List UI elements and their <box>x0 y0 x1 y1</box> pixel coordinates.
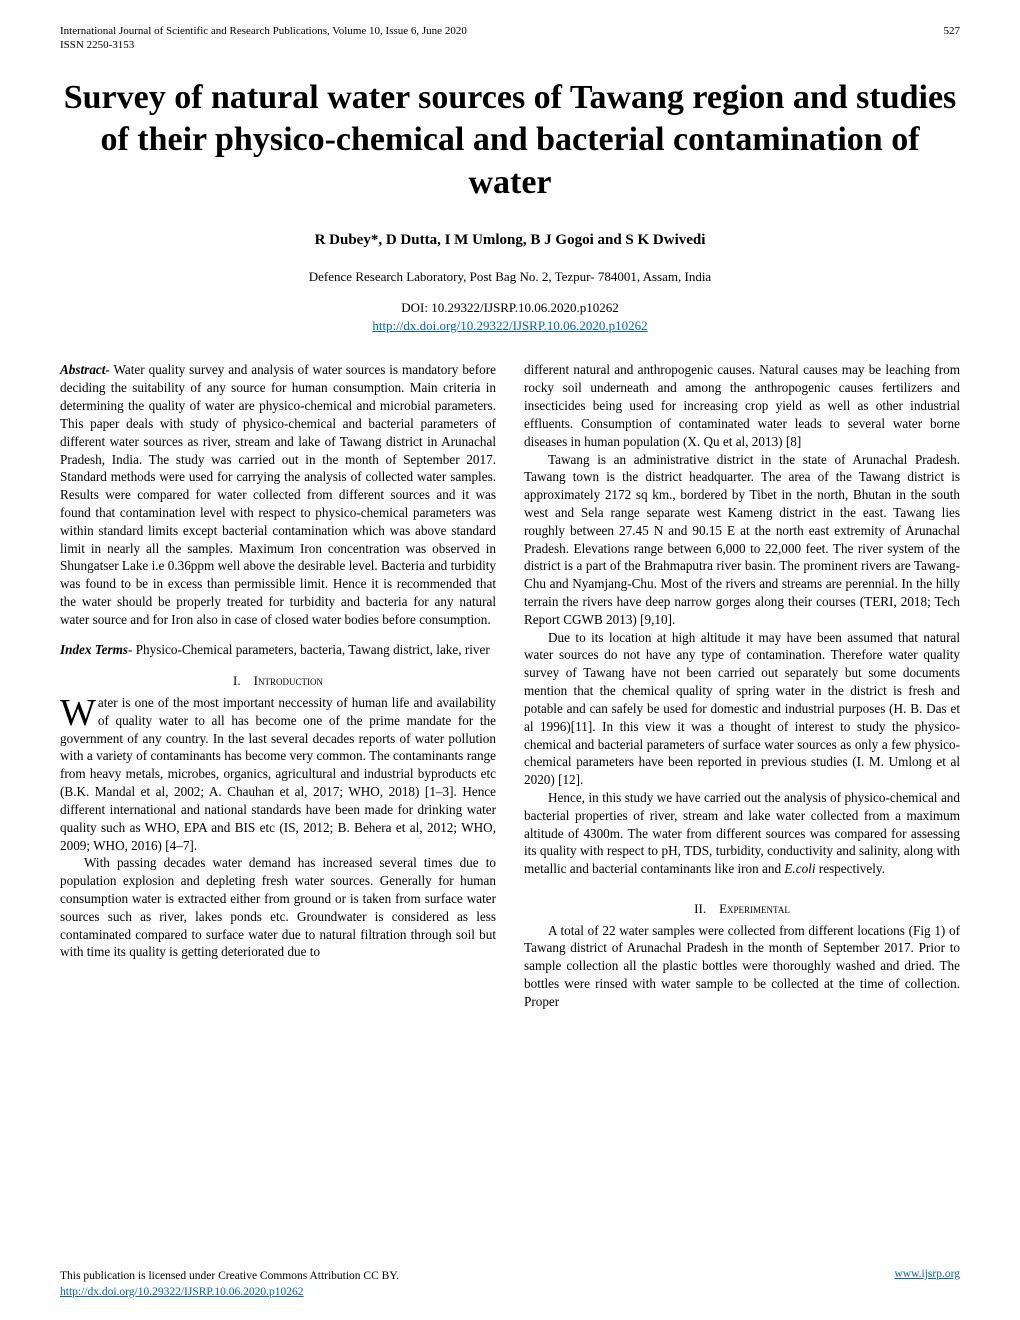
abstract-paragraph: Abstract- Water quality survey and analy… <box>60 361 496 628</box>
right-p4: Hence, in this study we have carried out… <box>524 789 960 878</box>
footer-site-link[interactable]: www.ijsrp.org <box>895 1268 961 1280</box>
index-terms-text: - Physico-Chemical parameters, bacteria,… <box>128 642 490 657</box>
title-block: Survey of natural water sources of Tawan… <box>60 77 960 205</box>
index-terms-paragraph: Index Terms- Physico-Chemical parameters… <box>60 641 496 659</box>
page-number: 527 <box>944 24 961 53</box>
abstract-label: Abstract- <box>60 362 110 377</box>
header-left: International Journal of Scientific and … <box>60 24 467 53</box>
left-column: Abstract- Water quality survey and analy… <box>60 361 496 1010</box>
right-p4-a: Hence, in this study we have carried out… <box>524 790 960 876</box>
page-footer: This publication is licensed under Creat… <box>60 1268 960 1300</box>
section-2-number: II. <box>694 901 706 916</box>
doi-block: DOI: 10.29322/IJSRP.10.06.2020.p10262 ht… <box>60 299 960 335</box>
dropcap-w: W <box>60 694 98 729</box>
abstract-text: Water quality survey and analysis of wat… <box>60 362 496 626</box>
authors-line: R Dubey*, D Dutta, I M Umlong, B J Gogoi… <box>60 232 960 249</box>
affiliation-line: Defence Research Laboratory, Post Bag No… <box>60 269 960 285</box>
right-p4-italic: E.coli <box>784 861 815 876</box>
introduction-p1: Water is one of the most important necce… <box>60 694 496 854</box>
section-1-number: I. <box>233 673 241 688</box>
article-title: Survey of natural water sources of Tawan… <box>60 77 960 205</box>
section-1-title: Introduction <box>254 673 323 688</box>
section-2-title: Experimental <box>719 901 790 916</box>
introduction-p1-text: ater is one of the most important necces… <box>60 695 496 853</box>
introduction-p2: With passing decades water demand has in… <box>60 854 496 961</box>
doi-link[interactable]: http://dx.doi.org/10.29322/IJSRP.10.06.2… <box>372 318 647 333</box>
footer-right: www.ijsrp.org <box>895 1268 961 1300</box>
right-p4-b: respectively. <box>816 861 885 876</box>
right-p2: Tawang is an administrative district in … <box>524 451 960 629</box>
section-2-heading: II. Experimental <box>524 900 960 918</box>
two-column-body: Abstract- Water quality survey and analy… <box>60 361 960 1010</box>
footer-doi-link[interactable]: http://dx.doi.org/10.29322/IJSRP.10.06.2… <box>60 1286 304 1298</box>
license-text: This publication is licensed under Creat… <box>60 1268 399 1284</box>
right-column: different natural and anthropogenic caus… <box>524 361 960 1010</box>
running-header: International Journal of Scientific and … <box>60 24 960 53</box>
right-p3: Due to its location at high altitude it … <box>524 629 960 789</box>
issn-line: ISSN 2250-3153 <box>60 38 467 52</box>
index-terms-label: Index Terms <box>60 642 128 657</box>
right-p1: different natural and anthropogenic caus… <box>524 361 960 450</box>
footer-left: This publication is licensed under Creat… <box>60 1268 399 1300</box>
doi-text: DOI: 10.29322/IJSRP.10.06.2020.p10262 <box>60 299 960 317</box>
journal-line: International Journal of Scientific and … <box>60 24 467 38</box>
section-1-heading: I. Introduction <box>60 672 496 690</box>
experimental-p1: A total of 22 water samples were collect… <box>524 922 960 1011</box>
